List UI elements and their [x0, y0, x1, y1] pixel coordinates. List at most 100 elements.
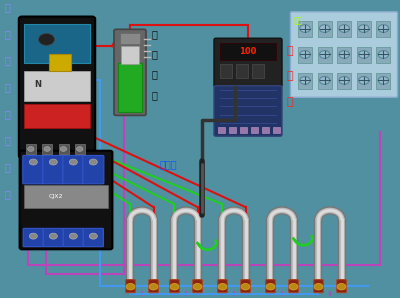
Text: 相: 相 [4, 29, 10, 39]
Circle shape [314, 283, 323, 290]
Text: 空: 空 [4, 162, 10, 172]
Bar [24, 104, 90, 128]
Text: 极: 极 [151, 49, 157, 59]
Text: 开: 开 [151, 90, 157, 100]
FancyBboxPatch shape [214, 38, 282, 87]
Circle shape [337, 283, 346, 290]
Bar [120, 33, 140, 44]
Circle shape [170, 283, 179, 290]
Circle shape [320, 51, 330, 58]
Circle shape [44, 147, 50, 151]
Text: 漏: 漏 [4, 109, 10, 119]
Circle shape [29, 233, 37, 239]
Bar [298, 73, 312, 89]
Bar [337, 47, 351, 63]
Circle shape [49, 233, 57, 239]
Text: 电: 电 [4, 136, 10, 146]
Text: 三: 三 [4, 2, 10, 12]
Bar [272, 127, 280, 133]
Circle shape [126, 283, 135, 290]
Bar [59, 144, 69, 154]
Circle shape [359, 77, 369, 84]
Text: 开: 开 [4, 189, 10, 199]
FancyBboxPatch shape [290, 12, 398, 97]
Circle shape [320, 25, 330, 32]
Circle shape [38, 33, 54, 45]
Bar [318, 21, 332, 38]
Circle shape [241, 283, 250, 290]
FancyBboxPatch shape [126, 280, 135, 293]
Circle shape [300, 51, 310, 58]
FancyBboxPatch shape [63, 228, 84, 247]
FancyBboxPatch shape [23, 156, 44, 184]
Text: 欣灵: 欣灵 [294, 16, 303, 25]
Circle shape [339, 25, 350, 32]
Bar [42, 144, 52, 154]
Text: 线: 线 [4, 82, 10, 92]
FancyBboxPatch shape [266, 280, 275, 293]
Bar [337, 21, 351, 38]
Circle shape [60, 147, 67, 151]
Bar [220, 43, 276, 60]
Bar [357, 21, 371, 38]
FancyBboxPatch shape [20, 151, 112, 249]
FancyBboxPatch shape [19, 17, 95, 158]
Bar [240, 127, 247, 133]
Circle shape [378, 51, 389, 58]
Bar [298, 47, 312, 63]
Bar [357, 73, 371, 89]
FancyBboxPatch shape [214, 86, 282, 136]
Bar [24, 185, 108, 208]
Circle shape [69, 233, 77, 239]
Text: 空: 空 [151, 69, 157, 80]
Circle shape [89, 233, 97, 239]
Bar [229, 127, 236, 133]
Circle shape [320, 77, 330, 84]
FancyBboxPatch shape [149, 280, 158, 293]
Bar [318, 47, 332, 63]
Text: N: N [34, 80, 41, 89]
Bar [49, 55, 71, 71]
FancyBboxPatch shape [63, 156, 84, 184]
Text: 仪: 仪 [286, 97, 293, 107]
FancyBboxPatch shape [43, 228, 64, 247]
Bar [121, 46, 139, 64]
Bar [376, 21, 390, 38]
Circle shape [378, 25, 389, 32]
Circle shape [359, 25, 369, 32]
Text: CJX2: CJX2 [48, 194, 63, 199]
Bar [24, 71, 90, 101]
Bar [357, 47, 371, 63]
Bar [262, 127, 269, 133]
Bar [220, 64, 232, 78]
Circle shape [69, 159, 77, 165]
FancyBboxPatch shape [114, 29, 146, 115]
Circle shape [289, 283, 298, 290]
Text: 100: 100 [239, 47, 257, 56]
Circle shape [378, 77, 389, 84]
Circle shape [218, 283, 227, 290]
FancyBboxPatch shape [83, 228, 104, 247]
FancyBboxPatch shape [43, 156, 64, 184]
FancyBboxPatch shape [83, 156, 104, 184]
Circle shape [193, 283, 202, 290]
Bar [252, 64, 264, 78]
Bar [376, 47, 390, 63]
Circle shape [339, 51, 350, 58]
FancyBboxPatch shape [193, 280, 202, 293]
Circle shape [29, 159, 37, 165]
FancyBboxPatch shape [218, 280, 227, 293]
Text: 控: 控 [286, 71, 293, 81]
Bar [298, 21, 312, 38]
Text: 温: 温 [286, 46, 293, 56]
Circle shape [28, 147, 34, 151]
Text: 单: 单 [151, 29, 157, 39]
Circle shape [149, 283, 158, 290]
FancyBboxPatch shape [314, 280, 323, 293]
Bar [24, 24, 90, 63]
Text: 电热管: 电热管 [160, 159, 178, 169]
Bar [337, 73, 351, 89]
Bar [218, 127, 225, 133]
FancyBboxPatch shape [241, 280, 250, 293]
Bar [75, 144, 85, 154]
